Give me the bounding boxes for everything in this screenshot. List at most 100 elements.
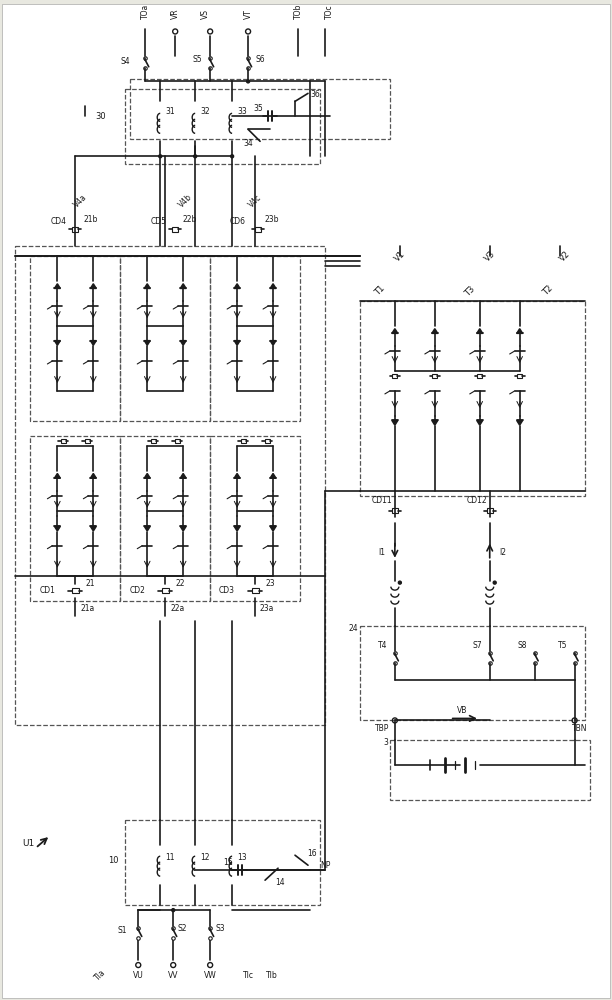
Polygon shape <box>180 473 186 478</box>
Text: 23a: 23a <box>260 604 274 613</box>
Bar <box>121 256 210 421</box>
Polygon shape <box>91 473 96 478</box>
Circle shape <box>247 80 250 83</box>
Text: I2: I2 <box>499 548 506 557</box>
Bar <box>241 439 245 443</box>
Polygon shape <box>180 284 186 288</box>
Text: S7: S7 <box>473 641 482 650</box>
Text: V3: V3 <box>483 249 497 263</box>
Bar <box>61 439 66 443</box>
Text: TIb: TIb <box>266 971 278 980</box>
Bar <box>360 626 584 720</box>
Text: 30: 30 <box>95 112 106 121</box>
Text: 36: 36 <box>310 90 320 99</box>
Polygon shape <box>91 341 96 345</box>
Text: 11: 11 <box>165 853 174 862</box>
Polygon shape <box>144 526 150 531</box>
Text: S1: S1 <box>118 926 127 935</box>
Text: 23b: 23b <box>265 215 279 224</box>
Bar <box>85 439 90 443</box>
Text: VS: VS <box>201 9 210 19</box>
Text: S6: S6 <box>255 55 265 64</box>
Text: 3: 3 <box>383 738 388 747</box>
Bar <box>392 508 398 513</box>
Text: 16: 16 <box>307 849 317 858</box>
Bar <box>487 508 493 513</box>
Polygon shape <box>91 284 96 288</box>
Polygon shape <box>144 473 150 478</box>
Circle shape <box>398 581 401 584</box>
Text: CD11: CD11 <box>371 496 392 505</box>
Text: VU: VU <box>133 971 144 980</box>
Text: 21b: 21b <box>83 215 97 224</box>
Text: NP: NP <box>320 861 330 870</box>
Text: CD2: CD2 <box>129 586 145 595</box>
Polygon shape <box>54 526 61 531</box>
Polygon shape <box>270 341 276 345</box>
Text: CD1: CD1 <box>40 586 55 595</box>
Text: V4b: V4b <box>177 193 193 210</box>
Polygon shape <box>144 284 150 288</box>
Polygon shape <box>234 284 240 288</box>
Bar <box>432 374 438 378</box>
Text: T3: T3 <box>463 284 477 298</box>
Polygon shape <box>477 329 483 333</box>
Text: TOc: TOc <box>326 5 335 19</box>
Polygon shape <box>517 329 523 333</box>
Bar <box>252 588 259 593</box>
Text: T4: T4 <box>378 641 387 650</box>
Bar <box>255 227 261 232</box>
Text: 31: 31 <box>165 107 175 116</box>
Bar <box>517 374 522 378</box>
Text: 21: 21 <box>86 579 95 588</box>
Polygon shape <box>54 341 61 345</box>
Circle shape <box>172 909 174 912</box>
Bar <box>125 89 320 164</box>
Bar <box>125 820 320 905</box>
Text: 33: 33 <box>237 107 247 116</box>
Text: VV: VV <box>168 971 179 980</box>
Text: CD3: CD3 <box>219 586 235 595</box>
Bar <box>477 374 482 378</box>
Polygon shape <box>180 341 186 345</box>
Text: I1: I1 <box>378 548 386 557</box>
Text: S3: S3 <box>215 924 225 933</box>
Text: 22b: 22b <box>183 215 197 224</box>
Text: V1: V1 <box>393 249 407 263</box>
Bar <box>31 256 121 421</box>
Text: TIa: TIa <box>93 968 108 982</box>
Polygon shape <box>180 526 186 531</box>
Polygon shape <box>234 526 240 531</box>
Text: 32: 32 <box>200 107 210 116</box>
Polygon shape <box>432 329 438 333</box>
Polygon shape <box>392 420 398 425</box>
Text: VR: VR <box>171 9 180 19</box>
Bar <box>390 740 589 800</box>
Text: U1: U1 <box>22 839 34 848</box>
Text: 22: 22 <box>176 579 185 588</box>
Polygon shape <box>392 329 398 333</box>
Text: 12: 12 <box>200 853 210 862</box>
Bar <box>174 439 180 443</box>
Text: CD5: CD5 <box>150 217 166 226</box>
Text: 24: 24 <box>348 624 358 633</box>
Text: V4c: V4c <box>247 193 263 209</box>
Text: TOa: TOa <box>141 4 150 19</box>
Text: 34: 34 <box>243 139 253 148</box>
Circle shape <box>193 155 196 158</box>
Polygon shape <box>270 284 276 288</box>
Text: VW: VW <box>204 971 217 980</box>
Circle shape <box>493 581 496 584</box>
Bar <box>151 439 155 443</box>
Text: T1: T1 <box>373 284 387 298</box>
Text: S2: S2 <box>177 924 187 933</box>
Bar <box>392 374 397 378</box>
Bar <box>172 227 178 232</box>
Text: T5: T5 <box>558 641 567 650</box>
Text: TOb: TOb <box>294 4 302 19</box>
Text: VT: VT <box>244 10 253 19</box>
Bar <box>130 79 390 139</box>
Bar <box>210 436 300 601</box>
Polygon shape <box>234 341 240 345</box>
Text: S8: S8 <box>518 641 528 650</box>
